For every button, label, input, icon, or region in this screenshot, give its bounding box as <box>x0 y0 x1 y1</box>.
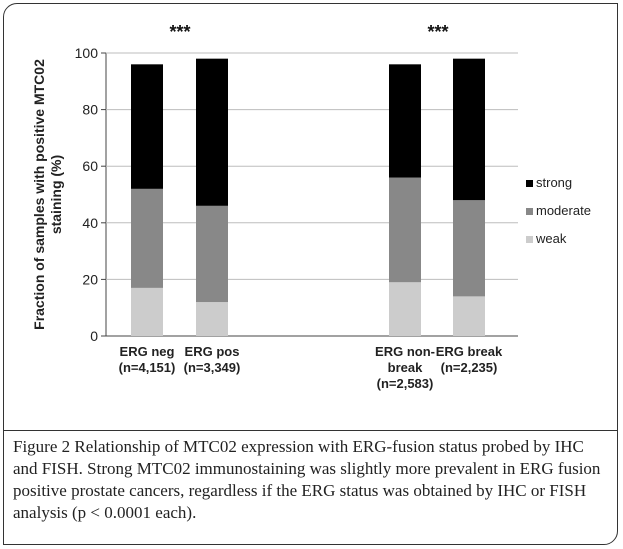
legend-label-moderate: moderate <box>536 203 591 218</box>
y-tick-label: 0 <box>90 328 98 344</box>
y-tick-label: 100 <box>75 45 99 61</box>
bar-moderate-3 <box>389 177 421 283</box>
bar-moderate-2 <box>196 205 228 303</box>
bar-strong-4 <box>453 58 485 201</box>
caption-divider <box>3 430 618 431</box>
significance-annotation: *** <box>169 22 190 42</box>
legend-swatch-strong <box>526 180 533 187</box>
bar-moderate-4 <box>453 200 485 297</box>
legend-swatch-weak <box>526 236 533 243</box>
bar-weak-1 <box>131 287 163 336</box>
legend-swatch-moderate <box>526 208 533 215</box>
bar-weak-2 <box>196 302 228 336</box>
bar-weak-3 <box>389 282 421 336</box>
x-category-label: ERG neg (n=4,151) <box>119 344 176 375</box>
bar-strong-2 <box>196 58 228 206</box>
x-category-label: ERG break (n=2,235) <box>436 344 503 375</box>
y-tick-label: 40 <box>82 215 98 231</box>
y-axis-label: Fraction of samples with positive MTC02s… <box>31 59 64 330</box>
x-category-label: ERG non-break (n=2,583) <box>375 344 435 391</box>
legend-label-strong: strong <box>536 175 572 190</box>
stacked-bar-chart: 0 20 40 60 80 100 Fraction of samples with pos… <box>31 22 591 391</box>
y-tick-label: 80 <box>82 102 98 118</box>
bar-weak-4 <box>453 296 485 336</box>
y-tick-label: 60 <box>82 158 98 174</box>
x-category-label: ERG pos (n=3,349) <box>184 344 241 375</box>
caption-text: Figure 2 Relationship of MTC02 expressio… <box>13 437 605 522</box>
figure-caption: Figure 2 Relationship of MTC02 expressio… <box>13 436 611 524</box>
significance-annotation: *** <box>427 22 448 42</box>
bar-strong-1 <box>131 64 163 189</box>
bar-strong-3 <box>389 64 421 178</box>
legend-label-weak: weak <box>535 231 567 246</box>
y-tick-label: 20 <box>82 271 98 287</box>
bar-moderate-1 <box>131 188 163 288</box>
